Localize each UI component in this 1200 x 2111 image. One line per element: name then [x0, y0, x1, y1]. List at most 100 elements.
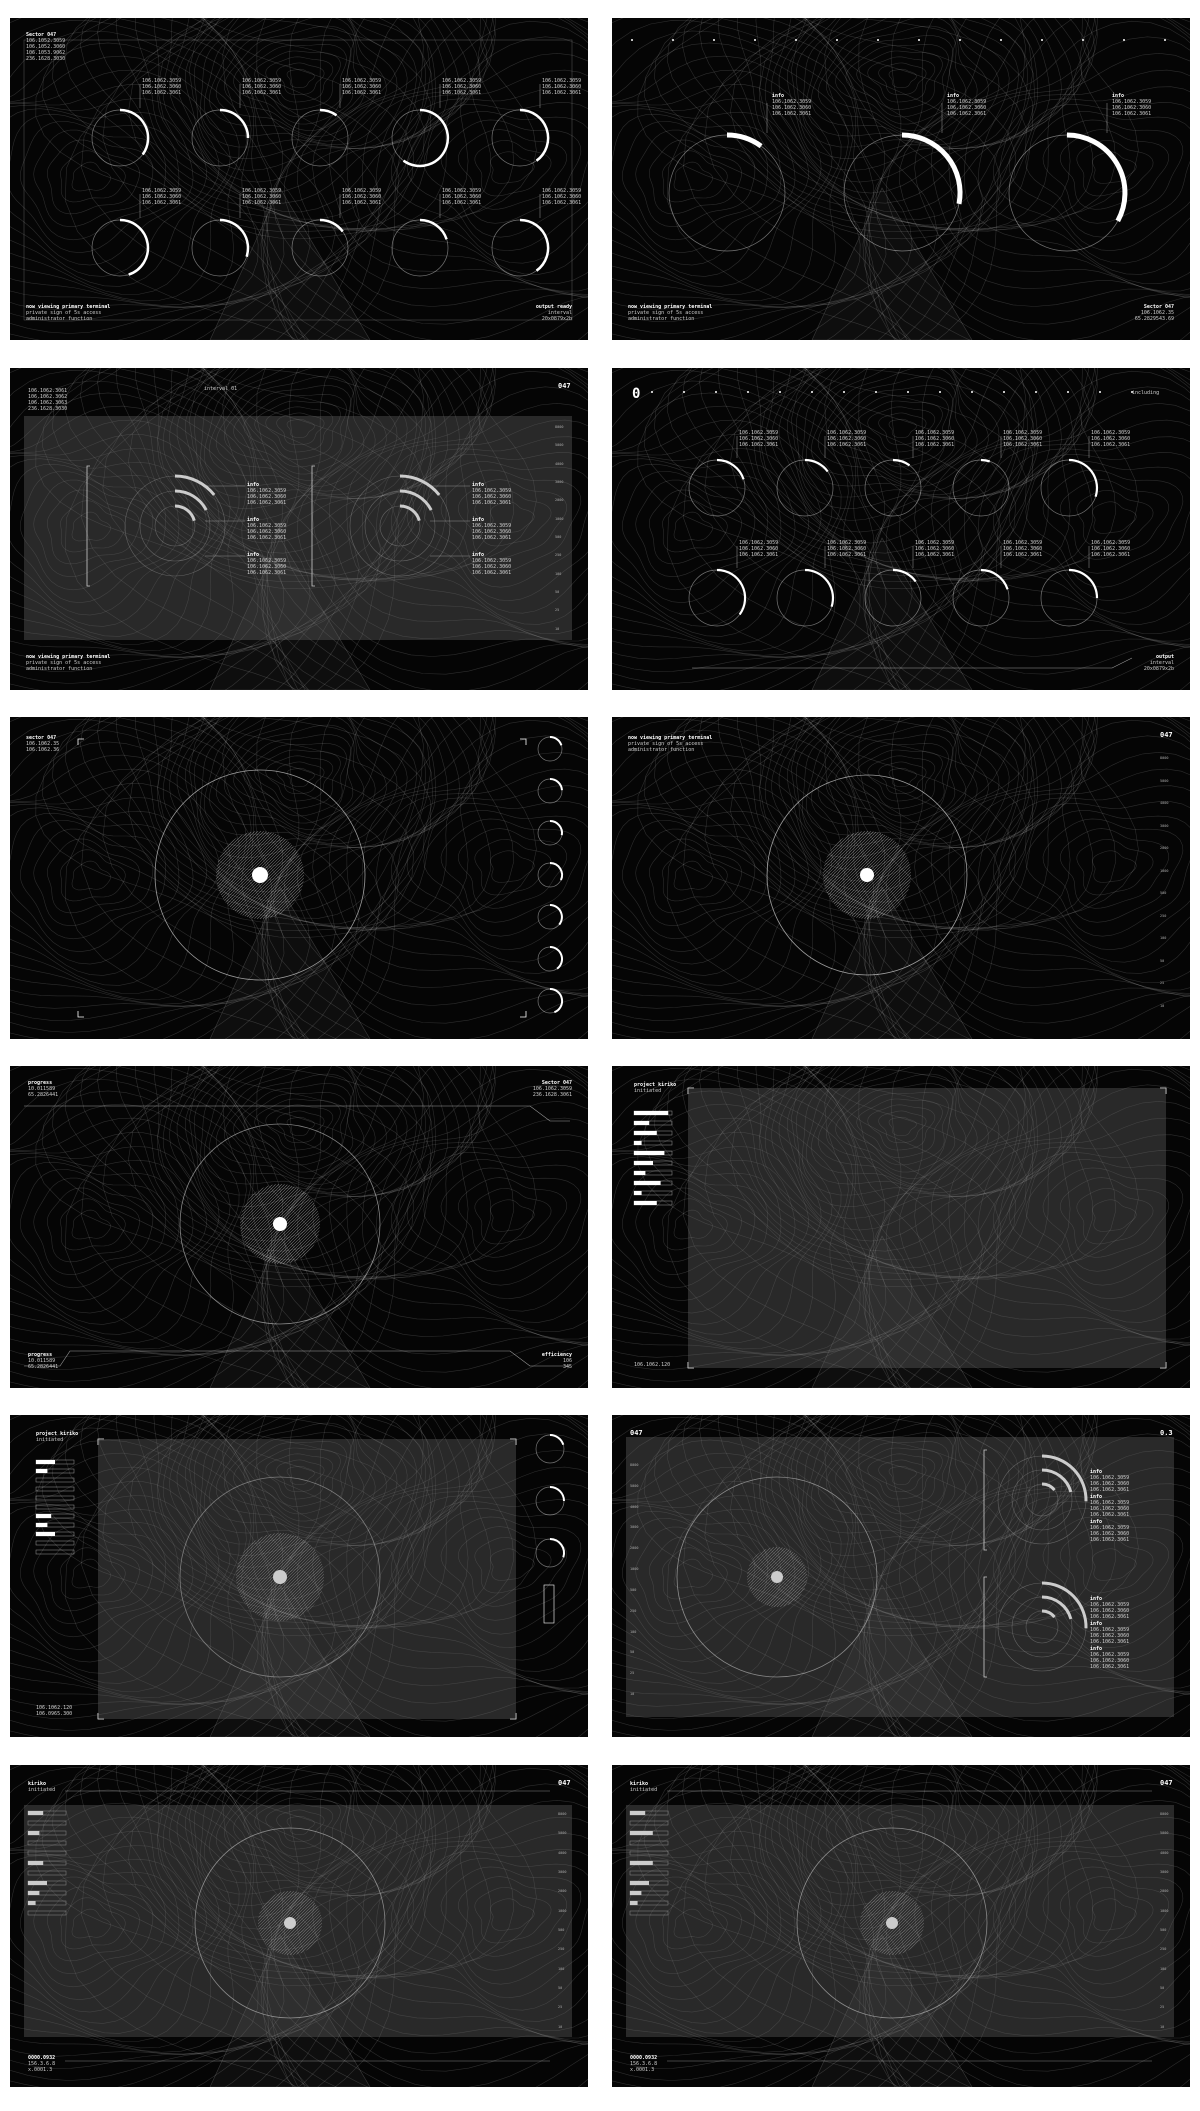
scale-ticks: 8000 5000 4000 3000 2000 1000 500 250 10…	[1160, 1812, 1169, 2029]
readout-text: Sector 047 106.1062.35 65.2829543.69	[1134, 304, 1174, 322]
light-cone	[209, 1235, 371, 1388]
readout-text: project kiriko initiated	[36, 1431, 79, 1443]
scope-circle	[766, 774, 968, 976]
gauge-ring	[391, 108, 450, 168]
gauge-ring	[688, 458, 746, 517]
nested-gauge	[311, 465, 470, 587]
gauge-ring	[843, 132, 963, 252]
topographic-contours	[612, 1415, 1190, 1737]
readout-text: kiriko initiated	[28, 1781, 56, 1793]
readout-text: info 106.1062.3059 106.1062.3060 106.106…	[1090, 1469, 1130, 1493]
gauge-ring	[776, 458, 834, 517]
hud-panel-12: kiriko initiated 047 8000 5000 4000 3000 …	[612, 1765, 1190, 2087]
hud-panel-6: now viewing primary terminal private sig…	[612, 717, 1190, 1039]
readout-text: 0000.0932 156.3.6.8 x.0001.3	[28, 2055, 56, 2073]
topographic-contours	[612, 717, 1190, 1039]
readout-text: info 106.1062.3059 106.1062.3060 106.106…	[772, 93, 812, 117]
readout-text: sector 047 106.1062.35 106.1062.36	[26, 735, 60, 753]
readout-text: kiriko initiated	[630, 1781, 658, 1793]
readout-text: 106.1062.3059 106.1062.3060 106.1062.306…	[242, 188, 282, 206]
readout-text: 106.1062.3059 106.1062.3060 106.1062.306…	[1003, 430, 1043, 448]
topographic-contours	[10, 18, 588, 340]
target-dot	[273, 1570, 287, 1584]
target-dot	[284, 1917, 296, 1929]
corner-number: 047	[1160, 731, 1173, 739]
light-cone	[209, 537, 371, 690]
scale-ticks: 8000 5000 4000 3000 2000 1000 500 250 10…	[1160, 756, 1169, 1008]
readout-text: efficiency 106 345	[541, 1352, 572, 1370]
corner-number: 0	[632, 386, 641, 402]
readout-text: 106.1062.3059 106.1062.3060 106.1062.306…	[142, 188, 182, 206]
gauge-ring	[1040, 458, 1099, 517]
topographic-contours	[10, 717, 588, 1039]
hud-panel-9: project kiriko initiated 106.1062.120 10…	[10, 1415, 588, 1737]
light-cone	[811, 1584, 973, 1737]
hud-panel-8: project kiriko initiated 106.1062.120	[612, 1066, 1190, 1388]
readout-text: 106.1062.3059 106.1062.3060 106.1062.306…	[915, 540, 955, 558]
light-cone	[209, 886, 371, 1039]
readout-text: 106.1062.3059 106.1062.3060 106.1062.306…	[542, 78, 582, 96]
side-gauge	[535, 1538, 565, 1568]
hud-panel-7: progress 10.011589 65.2826441 Sector 047…	[10, 1066, 588, 1388]
panel-graphics	[10, 1765, 588, 2087]
nested-gauge	[86, 465, 245, 587]
corner-number: 047	[558, 382, 571, 390]
light-cone	[209, 187, 371, 340]
gauge-ring	[952, 568, 1010, 627]
frame-brackets	[77, 738, 527, 1018]
grey-overlay-panel	[626, 1437, 1174, 1717]
readout-text: info 106.1062.3059 106.1062.3060 106.106…	[247, 482, 287, 506]
readout-text: 106.1062.3059 106.1062.3060 106.1062.306…	[827, 430, 867, 448]
corner-right-number: 0.3	[1160, 1429, 1173, 1437]
scale-ticks: 8000 5000 4000 3000 2000 1000 500 250 10…	[558, 1812, 567, 2029]
hud-panel-11: kiriko initiated 047 8000 5000 4000 3000 …	[10, 1765, 588, 2087]
hud-panel-10: 047 0.3 8000 5000 4000 3000 2000 1000 500 …	[612, 1415, 1190, 1737]
gauge-ring	[952, 458, 1010, 517]
readout-text: 106.1062.3059 106.1062.3060 106.1062.306…	[442, 78, 482, 96]
hud-panel-5: sector 047 106.1062.35 106.1062.36	[10, 717, 588, 1039]
readout-text: 106.1062.3059 106.1062.3060 106.1062.306…	[739, 540, 779, 558]
side-gauge	[537, 736, 563, 762]
readout-text: 106.1062.3059 106.1062.3060 106.1062.306…	[142, 78, 182, 96]
progress-bars	[633, 1110, 673, 1206]
progress-bars	[27, 1810, 67, 1916]
light-cone	[209, 1584, 371, 1737]
readout-text: info 106.1062.3059 106.1062.3060 106.106…	[472, 482, 512, 506]
gauge-ring	[491, 218, 550, 277]
grey-overlay-panel	[688, 1088, 1166, 1368]
readout-text: 106.1062.120 106.0965.300	[36, 1705, 73, 1717]
frame-brackets	[97, 1438, 517, 1720]
readout-text: info 106.1062.3059 106.1062.3060 106.106…	[1090, 1494, 1130, 1518]
gauge-ring	[291, 218, 349, 277]
topographic-contours	[612, 18, 1190, 340]
readout-text: info 106.1062.3059 106.1062.3060 106.106…	[947, 93, 987, 117]
panel-graphics	[612, 1066, 1190, 1388]
progress-bars	[35, 1459, 75, 1555]
readout-text: info 106.1062.3059 106.1062.3060 106.106…	[247, 517, 287, 541]
readout-text: info 106.1062.3059 106.1062.3060 106.106…	[247, 552, 287, 576]
readout-text: 106.1062.3059 106.1062.3060 106.1062.306…	[342, 188, 382, 206]
light-cone	[811, 1235, 973, 1388]
scale-ticks: 8000 5000 4000 3000 2000 1000 500 250 10…	[630, 1463, 639, 1697]
panel-graphics	[612, 1415, 1190, 1737]
readout-text: 106.1062.3059 106.1062.3060 106.1062.306…	[542, 188, 582, 206]
frame-brackets	[687, 1087, 1167, 1369]
panel-graphics	[612, 368, 1190, 690]
target-dot	[886, 1917, 898, 1929]
readout-text: now viewing primary terminal private sig…	[628, 735, 713, 753]
panel-graphics	[612, 18, 1190, 340]
gauge-ring	[1008, 132, 1128, 252]
readout-text: Sector 047 106.1062.3059 236.1628.3061	[532, 1080, 572, 1098]
topographic-contours	[612, 368, 1190, 690]
readout-text: info 106.1062.3059 106.1062.3060 106.106…	[1090, 1596, 1130, 1620]
readout-text: info 106.1062.3059 106.1062.3060 106.106…	[1090, 1621, 1130, 1645]
side-gauge	[537, 820, 563, 846]
hud-panel-1: 106.1062.3059 106.1062.3060 106.1062.306…	[10, 18, 588, 340]
hud-panel-4: 0 including 106.1062.3059 106.1062.3060 10…	[612, 368, 1190, 690]
target-dot	[860, 868, 874, 882]
gauge-ring	[1040, 568, 1099, 627]
readout-text: 106.1062.3061 106.1062.3062 106.1062.306…	[28, 388, 68, 412]
scope-circle	[676, 1476, 878, 1678]
readout-text: info 106.1062.3059 106.1062.3060 106.106…	[472, 552, 512, 576]
topographic-contours	[612, 1765, 1190, 2087]
